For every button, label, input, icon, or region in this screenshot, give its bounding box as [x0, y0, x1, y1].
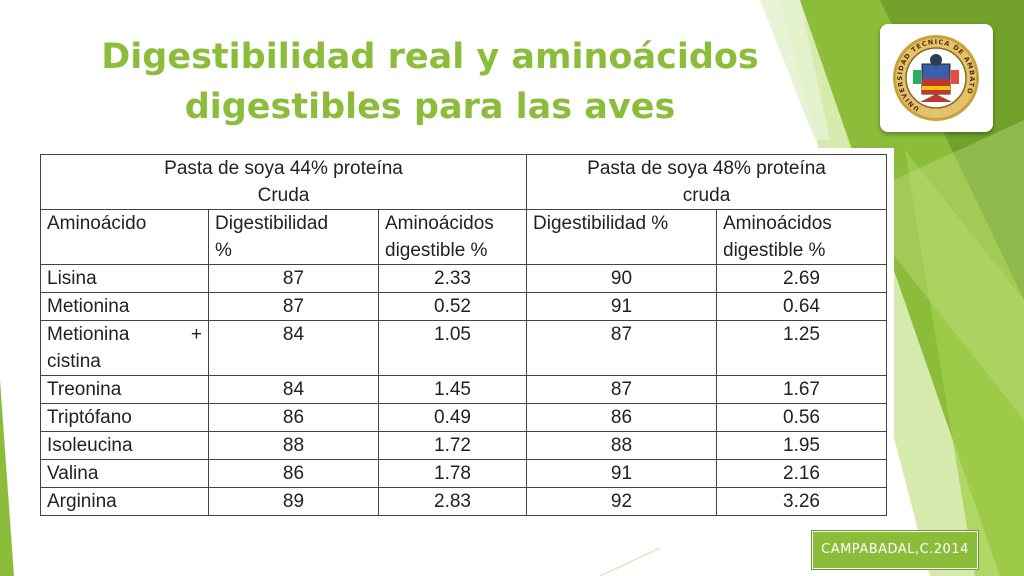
table-row: Lisina 87 2.33 90 2.69: [40, 264, 887, 293]
group-header-44: Pasta de soya 44% proteína Cruda: [40, 154, 527, 210]
row-name: Metionina: [40, 292, 209, 321]
table-panel: Pasta de soya 44% proteína Cruda Pasta d…: [34, 148, 894, 523]
row-name: Metionina + cistina: [40, 320, 209, 376]
table-row-column-header: Aminoácido Digestibilidad % Aminoácidos …: [40, 209, 887, 265]
row-dig48: 92: [526, 487, 717, 516]
row-name: Isoleucina: [40, 431, 209, 460]
row-amd48: 1.25: [716, 320, 887, 376]
row-amd48: 0.56: [716, 403, 887, 432]
row-dig44: 87: [208, 292, 379, 321]
row-dig44: 86: [208, 403, 379, 432]
table-row: Treonina 84 1.45 87 1.67: [40, 375, 887, 404]
row-dig44: 87: [208, 264, 379, 293]
row-name: Valina: [40, 459, 209, 488]
row-name: Lisina: [40, 264, 209, 293]
row-dig48: 91: [526, 292, 717, 321]
row-amd48: 3.26: [716, 487, 887, 516]
university-seal-icon: UNIVERSIDAD TECNICA DE AMBATO: [893, 35, 979, 121]
row-dig48: 90: [526, 264, 717, 293]
row-dig48: 86: [526, 403, 717, 432]
title-line-1: Digestibilidad real y aminoácidos: [101, 37, 759, 77]
row-dig44: 89: [208, 487, 379, 516]
row-amd44: 2.33: [378, 264, 527, 293]
row-dig48: 87: [526, 375, 717, 404]
slide-title: Digestibilidad real y aminoácidos digest…: [60, 32, 800, 132]
col-header-aminoacidos-44: Aminoácidos digestible %: [378, 209, 527, 265]
row-amd48: 2.16: [716, 459, 887, 488]
col-header-digestibilidad-48: Digestibilidad %: [526, 209, 717, 265]
row-amd44: 1.78: [378, 459, 527, 488]
col-header-digestibilidad-44: Digestibilidad %: [208, 209, 379, 265]
row-name: Treonina: [40, 375, 209, 404]
table-row: Metionina + cistina 84 1.05 87 1.25: [40, 320, 887, 376]
row-amd44: 2.83: [378, 487, 527, 516]
row-amd44: 1.72: [378, 431, 527, 460]
row-name: Triptófano: [40, 403, 209, 432]
col-header-aminoacidos-48: Aminoácidos digestible %: [716, 209, 887, 265]
row-amd44: 1.05: [378, 320, 527, 376]
table-row: Metionina 87 0.52 91 0.64: [40, 292, 887, 321]
row-dig48: 91: [526, 459, 717, 488]
group-header-48: Pasta de soya 48% proteína cruda: [526, 154, 887, 210]
row-amd48: 0.64: [716, 292, 887, 321]
row-amd48: 2.69: [716, 264, 887, 293]
row-dig48: 88: [526, 431, 717, 460]
row-dig44: 84: [208, 320, 379, 376]
table-row: Valina 86 1.78 91 2.16: [40, 459, 887, 488]
digestibility-table: Pasta de soya 44% proteína Cruda Pasta d…: [40, 154, 887, 516]
row-dig48: 87: [526, 320, 717, 376]
table-row-group-header: Pasta de soya 44% proteína Cruda Pasta d…: [40, 154, 887, 210]
citation-badge: CAMPABADAL,C.2014: [812, 531, 978, 569]
row-amd44: 1.45: [378, 375, 527, 404]
table-row: Isoleucina 88 1.72 88 1.95: [40, 431, 887, 460]
row-dig44: 84: [208, 375, 379, 404]
title-line-2: digestibles para las aves: [184, 87, 676, 127]
row-amd48: 1.67: [716, 375, 887, 404]
row-amd44: 0.52: [378, 292, 527, 321]
table-row: Arginina 89 2.83 92 3.26: [40, 487, 887, 516]
table-row: Triptófano 86 0.49 86 0.56: [40, 403, 887, 432]
row-name: Arginina: [40, 487, 209, 516]
row-amd44: 0.49: [378, 403, 527, 432]
row-dig44: 88: [208, 431, 379, 460]
row-amd48: 1.95: [716, 431, 887, 460]
university-logo: UNIVERSIDAD TECNICA DE AMBATO: [880, 24, 993, 132]
row-dig44: 86: [208, 459, 379, 488]
col-header-aminoacido: Aminoácido: [40, 209, 209, 265]
